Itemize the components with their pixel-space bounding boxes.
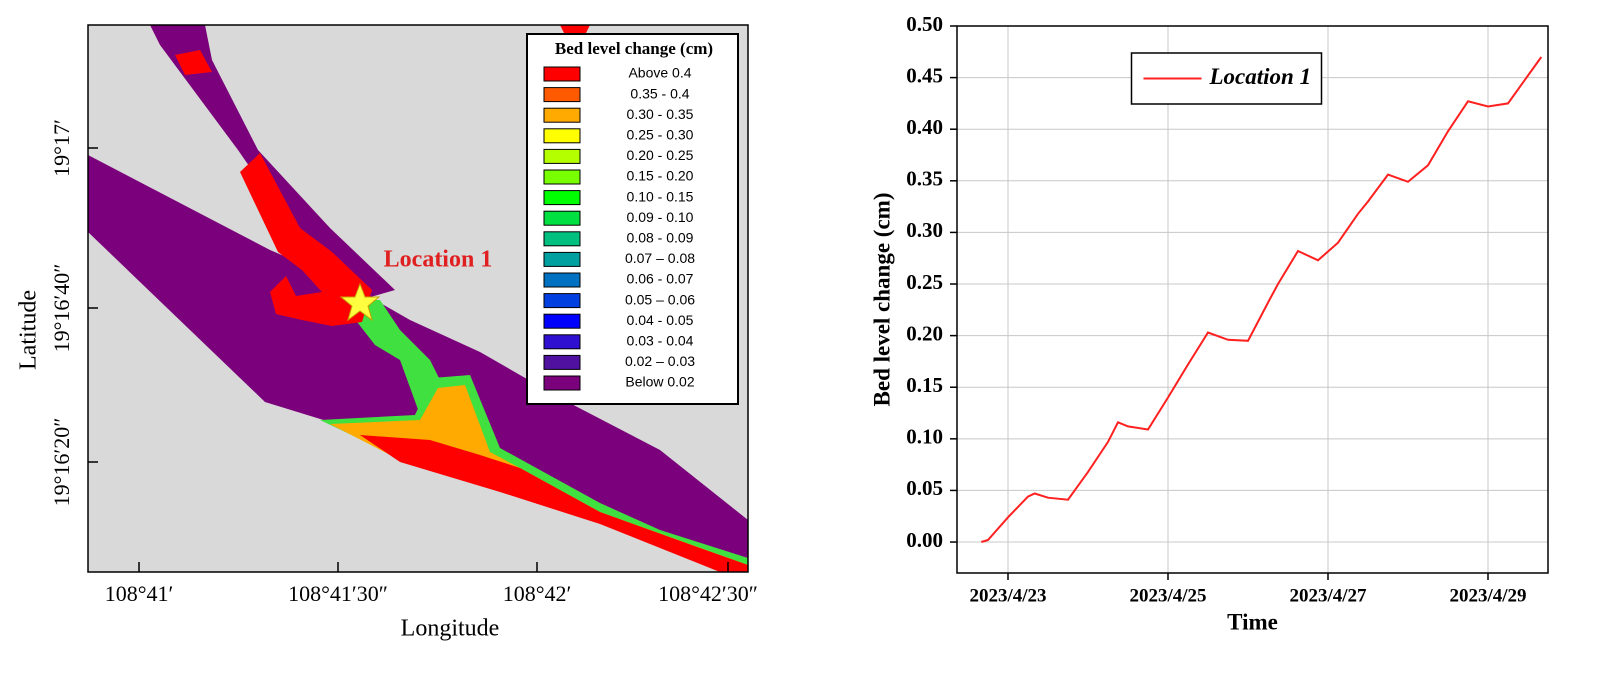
x-tick-label: 108°42′30″ <box>658 581 758 606</box>
x-tick-label: 2023/4/25 <box>1129 585 1206 606</box>
y-tick-label: 0.15 <box>906 373 943 397</box>
legend-label: 0.08 - 0.09 <box>627 230 694 246</box>
deposit-red <box>360 435 748 572</box>
map-frame <box>87 24 749 573</box>
legend-label: 0.07 – 0.08 <box>625 250 695 266</box>
x-tick-label: 108°41′ <box>105 581 174 606</box>
x-axis-label: Longitude <box>401 616 500 642</box>
y-tick-label: 0.10 <box>906 425 943 449</box>
legend-label: 0.25 - 0.30 <box>627 127 694 143</box>
river-channel <box>150 25 395 300</box>
legend-label: 0.02 – 0.03 <box>625 353 695 369</box>
legend-label: 0.30 - 0.35 <box>627 106 694 122</box>
legend-swatch <box>543 87 581 103</box>
legend-swatch <box>543 148 581 164</box>
y-tick-label: 0.20 <box>906 321 943 345</box>
y-tick-label: 19°16′20″ <box>49 418 74 507</box>
legend-swatch <box>543 190 581 206</box>
legend-swatch <box>543 210 581 226</box>
legend-swatch <box>543 272 581 288</box>
y-tick-label: 0.30 <box>906 218 943 242</box>
map: 108°41′ 108°41′30″ 108°42′ 108°42′30″ 19… <box>16 24 758 642</box>
plot-area <box>957 26 1548 573</box>
plot-frame <box>956 25 1549 574</box>
legend-label: 0.09 - 0.10 <box>627 209 694 225</box>
x-tick-label: 2023/4/23 <box>969 585 1046 606</box>
x-tick-label: 108°42′ <box>503 581 572 606</box>
legend-label: Location 1 <box>1209 64 1312 89</box>
legend-swatch <box>543 293 581 309</box>
legend-label: 0.06 - 0.07 <box>627 271 694 287</box>
x-tick-label: 2023/4/29 <box>1449 585 1526 606</box>
deposit-green-north <box>340 300 440 415</box>
legend-swatch <box>543 334 581 350</box>
legend-label: 0.03 - 0.04 <box>627 333 694 349</box>
x-axis-label: Time <box>1227 609 1278 634</box>
x-tick-label: 108°41′30″ <box>288 581 388 606</box>
legend-label: 0.04 - 0.05 <box>627 312 694 328</box>
map-ticks <box>88 147 729 572</box>
legend-swatch <box>543 169 581 185</box>
deposit-red-top-right <box>560 25 590 35</box>
legend-swatch <box>543 66 581 82</box>
y-tick-label: 0.35 <box>906 167 943 191</box>
deposit-red-north <box>240 153 372 326</box>
line <box>981 56 1543 543</box>
legend-label: Below 0.02 <box>625 374 694 390</box>
y-tick-label: 0.05 <box>906 476 943 500</box>
legend-label: 0.10 - 0.15 <box>627 188 694 204</box>
legend-label: 0.05 – 0.06 <box>625 291 695 307</box>
legend-swatch <box>543 354 581 370</box>
y-axis-label: Latitude <box>16 290 42 370</box>
legend-swatch <box>543 107 581 123</box>
legend-swatch <box>543 231 581 247</box>
y-tick-label: 0.45 <box>906 63 943 87</box>
legend-label: Above 0.4 <box>628 65 691 81</box>
legend-label: 0.20 - 0.25 <box>627 147 694 163</box>
y-tick-label: 0.50 <box>906 12 943 36</box>
y-tick-label: 0.40 <box>906 115 943 139</box>
y-tick-label: 19°16′40″ <box>49 264 74 353</box>
x-tick-label: 2023/4/27 <box>1289 585 1367 606</box>
y-axis-label: Bed level change (cm) <box>869 193 894 407</box>
map-tick-labels: 108°41′ 108°41′30″ 108°42′ 108°42′30″ 19… <box>49 119 758 606</box>
y-tick-label: 0.00 <box>906 528 943 552</box>
legend-swatch <box>543 375 581 391</box>
legend-label: 0.15 - 0.20 <box>627 168 694 184</box>
legend-label: 0.35 - 0.4 <box>630 85 689 101</box>
deposit-red-top <box>175 50 212 75</box>
map-legend: Bed level change (cm) Above 0.4 0.35 - 0.… <box>526 33 739 405</box>
y-tick-label: 19°17′ <box>49 119 74 177</box>
annotation: Location 1 <box>384 247 493 273</box>
location-star <box>339 282 381 322</box>
y-tick-label: 0.25 <box>906 270 943 294</box>
legend-swatch <box>543 313 581 329</box>
legend-swatch <box>543 251 581 267</box>
legend-title: Bed level change (cm) <box>555 39 713 58</box>
legend-swatch <box>543 128 581 144</box>
